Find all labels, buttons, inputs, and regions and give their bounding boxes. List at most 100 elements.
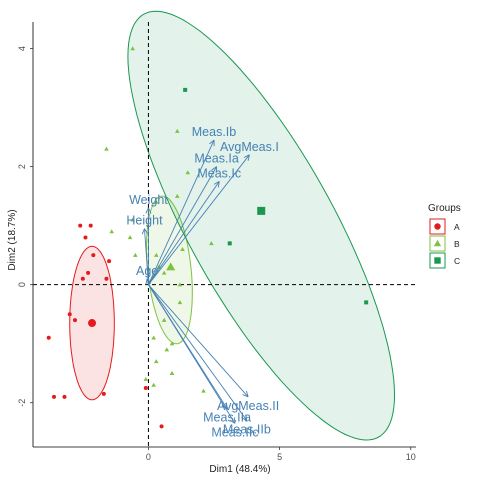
point-group-C [227,241,232,246]
y-tick-label: 0 [17,282,27,287]
arrow-Meas.Ia [148,166,218,285]
point-group-B [174,193,180,198]
arrowhead-AvgMeas.II [246,390,249,397]
arrow-Meas.Ic [148,181,220,285]
point-group-A [46,335,51,340]
axes: 0 5 10 -2 0 2 4 [17,22,416,462]
arrowhead-AvgMeas.I [243,154,250,158]
label-Weight: Weight [129,193,168,207]
point-group-B [104,146,109,151]
legend-marker-B [433,239,442,247]
point-group-A [88,223,93,228]
centroid-group-C [257,206,266,215]
arrowhead-Weight [145,207,149,214]
point-group-B [109,229,114,234]
label-Age: Age [136,264,158,278]
label-Height: Height [126,214,163,228]
point-group-B [153,199,159,204]
arrowhead-AvgMeas.I [247,154,250,161]
point-group-B [130,46,135,51]
point-group-B [161,317,167,322]
point-group-B [164,347,170,352]
point-group-A [78,223,83,228]
point-group-B [169,370,175,375]
point-group-A [80,276,85,281]
arrowhead-Meas.IIa [225,402,228,409]
x-axis-title: Dim1 (48.4%) [209,464,270,475]
ellipse-group-C [127,10,396,441]
y-axis-title: Dim2 (18.7%) [7,209,18,270]
point-group-A [51,394,56,399]
point-group-B [151,382,156,387]
point-group-A [159,424,164,429]
arrowhead-Age [145,278,148,285]
arrowhead-Meas.IIb [241,417,248,421]
point-group-A [67,312,72,317]
point-group-A [101,391,106,396]
x-tick-label: 0 [146,452,151,462]
label-Meas.Ia: Meas.Ia [194,152,239,166]
legend-title: Groups [428,203,461,214]
arrowhead-Age [146,278,152,284]
point-group-B [169,341,175,346]
point-group-C [364,300,369,305]
legend-marker-C [434,257,441,264]
arrowhead-Meas.IIb [245,414,248,421]
arrowhead-Height [141,228,145,235]
arrowhead-Height [144,228,148,235]
point-group-A [143,385,148,390]
arrowhead-Meas.Ic [217,181,220,188]
arrow-Meas.IIb [148,284,248,421]
centroid-group-A [88,319,97,328]
arrowhead-Meas.Ia [211,166,217,171]
label-Meas.IIc: Meas.IIc [211,425,258,439]
legend-label-B: B [454,239,460,249]
legend-label-C: C [454,256,460,266]
arrow-AvgMeas.I [148,154,250,285]
point-group-B [161,270,167,275]
point-group-B [201,388,206,393]
label-Meas.IIb: Meas.IIb [223,422,271,436]
x-tick-label: 5 [277,452,282,462]
arrow-Height [144,228,149,285]
arrow-Meas.Ib [148,139,215,285]
arrowhead-AvgMeas.II [242,394,249,398]
x-tick-label: 10 [406,452,416,462]
label-Meas.Ic: Meas.Ic [197,166,241,180]
label-Meas.Ib: Meas.Ib [192,125,237,139]
arrowhead-Meas.Ib [209,139,215,145]
label-AvgMeas.II: AvgMeas.II [217,399,279,413]
point-group-A [86,270,91,275]
label-Meas.IIa: Meas.IIa [203,411,251,425]
arrowhead-Meas.IIc [229,419,236,424]
arrowhead-Meas.Ic [213,180,220,185]
y-tick-label: 4 [17,46,27,51]
point-group-A [72,318,77,323]
point-group-B [180,246,185,251]
point-group-B [133,252,138,257]
point-group-B [127,235,133,240]
arrowhead-Weight [148,207,152,214]
point-group-B [143,376,149,381]
point-group-A [91,253,96,258]
confidence-ellipses [69,10,396,441]
point-group-A [104,276,109,281]
legend-label-A: A [454,222,460,232]
point-group-C [183,87,188,92]
point-group-B [174,128,180,133]
point-group-B [177,282,183,287]
y-tick-label: -2 [17,399,27,407]
arrowhead-Meas.IIc [233,417,236,424]
label-AvgMeas.I: AvgMeas.I [220,140,279,154]
point-group-A [83,235,88,240]
arrow-AvgMeas.II [148,284,249,398]
legend: Groups ABC [428,203,461,269]
point-group-B [177,300,183,305]
point-group-B [209,241,214,246]
centroid-group-B [166,262,176,271]
point-group-B [153,252,159,257]
point-group-B [130,217,135,222]
point-group-B [185,170,191,175]
